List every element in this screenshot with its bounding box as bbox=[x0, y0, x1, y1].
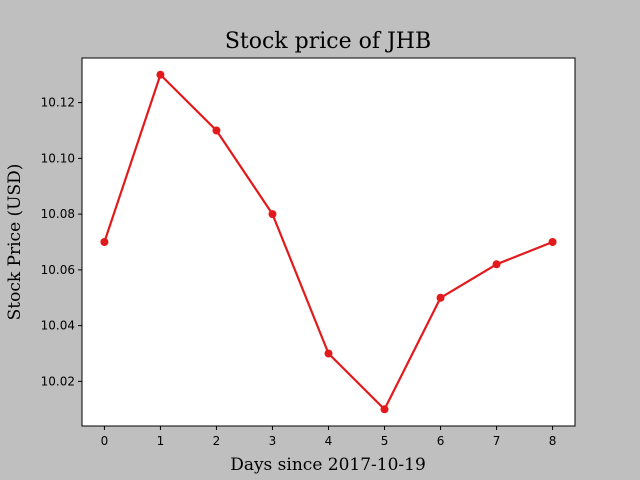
plot-area bbox=[82, 58, 575, 426]
y-tick-label: 10.08 bbox=[41, 207, 75, 221]
series-layer bbox=[100, 70, 557, 414]
x-tick-label: 7 bbox=[493, 434, 501, 448]
data-point bbox=[212, 126, 221, 135]
x-tick-label: 5 bbox=[381, 434, 389, 448]
x-tick-label: 0 bbox=[101, 434, 109, 448]
data-point bbox=[268, 210, 277, 219]
data-point bbox=[156, 70, 165, 79]
chart-title: Stock price of JHB bbox=[225, 29, 431, 54]
x-axis: 0 1 2 3 4 5 6 7 8 bbox=[101, 426, 557, 448]
y-tick-label: 10.06 bbox=[41, 263, 75, 277]
x-axis-label: Days since 2017-10-19 bbox=[230, 455, 426, 475]
y-tick-label: 10.10 bbox=[41, 151, 75, 165]
data-point bbox=[548, 238, 557, 246]
y-tick-label: 10.12 bbox=[41, 96, 75, 110]
x-tick-label: 8 bbox=[549, 434, 557, 448]
data-point bbox=[436, 293, 445, 302]
plot-frame bbox=[81, 57, 576, 427]
data-point bbox=[100, 238, 109, 246]
x-tick-label: 6 bbox=[437, 434, 445, 448]
y-axis-label: Stock Price (USD) bbox=[5, 164, 25, 321]
x-tick-label: 1 bbox=[157, 434, 165, 448]
x-tick-label: 3 bbox=[269, 434, 277, 448]
data-point bbox=[492, 260, 501, 269]
y-axis: 10.02 10.04 10.06 10.08 10.10 10.12 bbox=[41, 96, 82, 388]
data-point bbox=[324, 349, 333, 358]
data-point bbox=[380, 405, 389, 414]
y-tick-label: 10.02 bbox=[41, 374, 75, 388]
y-tick-label: 10.04 bbox=[41, 319, 75, 333]
x-tick-label: 4 bbox=[325, 434, 333, 448]
x-tick-label: 2 bbox=[213, 434, 221, 448]
